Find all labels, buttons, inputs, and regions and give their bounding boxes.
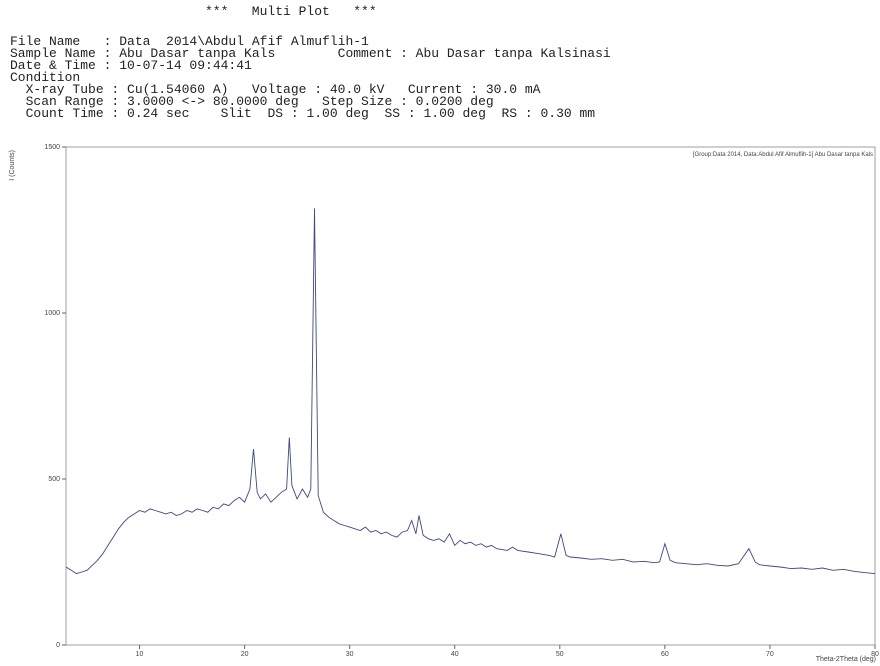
x-tick-label: 50: [556, 651, 564, 658]
y-tick-label: 500: [48, 476, 60, 483]
plot-frame: [66, 147, 875, 645]
data-line: [66, 208, 875, 573]
chart: 0500100015001020304050607080Theta-2Theta…: [0, 0, 880, 666]
x-tick-label: 60: [661, 651, 669, 658]
x-tick-label: 10: [136, 651, 144, 658]
x-tick-label: 40: [451, 651, 459, 658]
x-tick-label: 30: [346, 651, 354, 658]
y-tick-label: 1500: [44, 144, 60, 151]
page: *** Multi Plot *** File Name : Data 2014…: [0, 0, 880, 666]
x-tick-label: 70: [766, 651, 774, 658]
y-tick-label: 0: [56, 642, 60, 649]
y-axis-label: I (Counts): [9, 150, 16, 181]
x-axis-label: Theta-2Theta (deg): [816, 656, 876, 663]
x-tick-label: 20: [241, 651, 249, 658]
y-tick-label: 1000: [44, 310, 60, 317]
legend: [Group:Data 2014, Data:Abdul Afif Almufl…: [693, 152, 873, 158]
